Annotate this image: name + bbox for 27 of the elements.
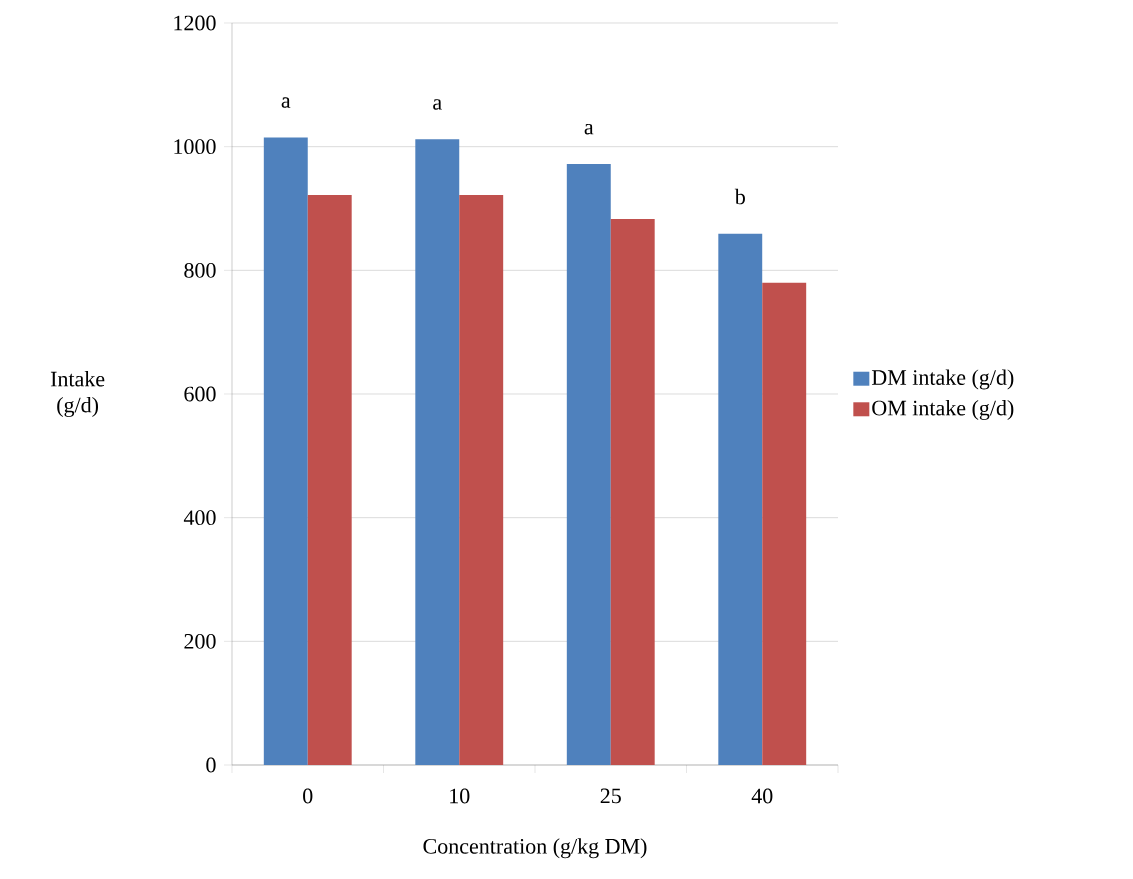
y-tick-label: 1200 — [174, 15, 216, 31]
annotation: a — [433, 99, 442, 110]
y-tick-label: 0 — [206, 757, 216, 773]
y-tick-label: 800 — [184, 262, 216, 278]
bar — [566, 163, 611, 765]
bar — [415, 139, 460, 765]
bar — [307, 194, 352, 765]
x-tick-label: 0 — [303, 788, 313, 804]
y-tick-label: 400 — [183, 510, 216, 526]
bar — [718, 233, 763, 765]
bar — [459, 194, 504, 765]
x-tick-label: 40 — [751, 788, 773, 804]
bar — [762, 282, 807, 765]
y-axis-title: Intake (g/d) — [50, 371, 105, 418]
bar — [610, 219, 655, 765]
annotation: a — [584, 123, 594, 135]
x-tick-label: 25 — [600, 788, 621, 804]
x-axis-title: Concentration (g/kg DM) — [423, 838, 647, 859]
x-tick-label: 10 — [450, 788, 470, 804]
legend-label: DM intake (g/d) — [871, 369, 1014, 390]
y-tick-label: 1000 — [174, 139, 216, 155]
annotation: a — [281, 97, 291, 108]
y-tick-label: 600 — [184, 386, 216, 402]
bar — [263, 137, 308, 765]
y-tick-label: 200 — [184, 633, 216, 649]
annotation: b — [734, 188, 745, 205]
legend-label: OM intake (g/d) — [872, 400, 1014, 421]
